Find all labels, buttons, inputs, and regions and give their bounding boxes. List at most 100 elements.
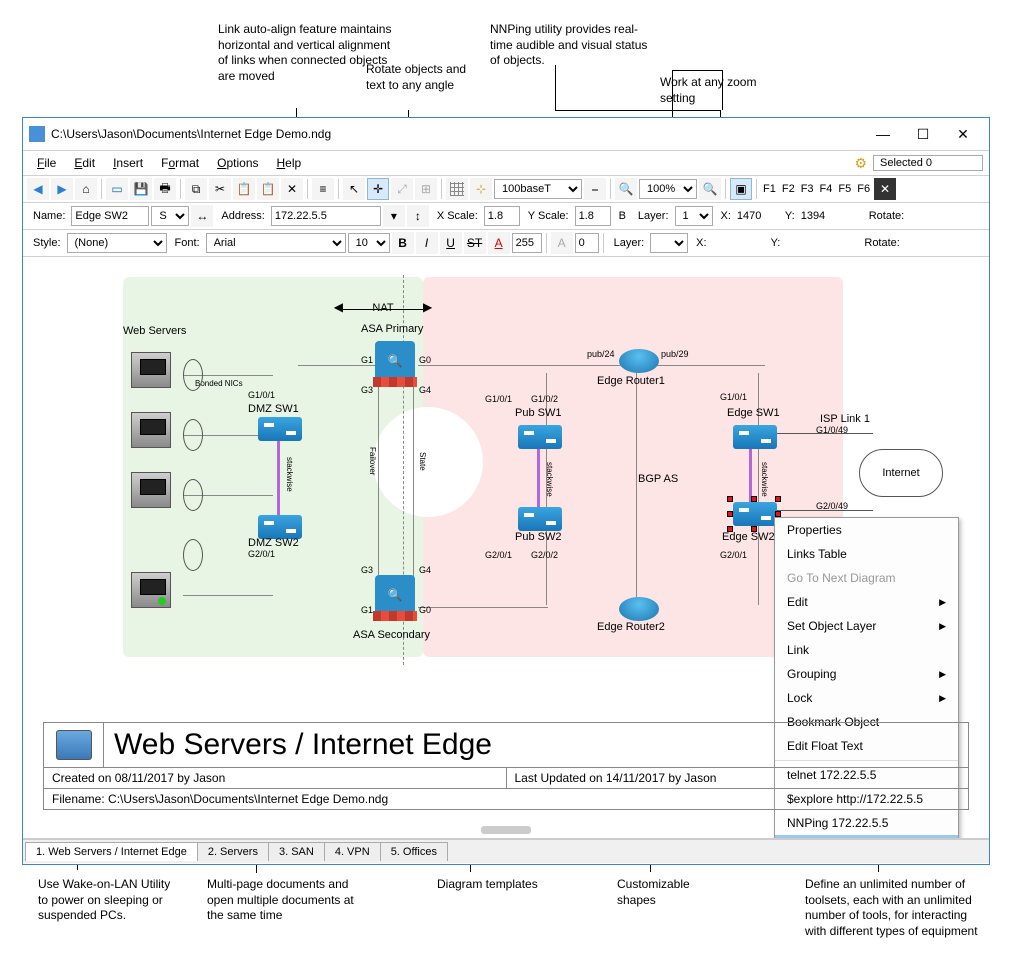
zoom-in-button[interactable]: 🔍 [699,178,721,200]
fkey-f3[interactable]: F3 [799,183,816,195]
autoalign-button[interactable]: ⤢ [391,178,413,200]
snap-grid-button[interactable]: ⊹ [470,178,492,200]
opacity-input[interactable] [512,233,542,253]
forward-button[interactable]: ▶ [51,178,73,200]
zoom-out-button[interactable]: 🔍 [615,178,637,200]
name-arrow-button[interactable]: ↔ [191,205,213,227]
fkey-f2[interactable]: F2 [780,183,797,195]
paste-button[interactable]: 📋 [233,178,255,200]
tab-4[interactable]: 4. VPN [324,842,381,861]
server-4[interactable] [131,572,171,608]
menu-file[interactable]: File [29,153,64,173]
cm-set-layer[interactable]: Set Object Layer▶ [775,614,958,638]
zoom-select[interactable]: 100% [639,179,697,199]
server-3[interactable] [131,472,171,508]
port-asa1-g3: G3 [361,385,373,395]
paste-special-button[interactable]: 📋 [257,178,279,200]
grid-button[interactable] [446,178,468,200]
minimize-button[interactable]: — [863,122,903,146]
cm-link[interactable]: Link [775,638,958,662]
cm-properties[interactable]: Properties [775,518,958,542]
close-button[interactable]: ✕ [943,122,983,146]
address-input[interactable] [271,206,381,226]
address-label: Address: [215,210,268,222]
server-1[interactable] [131,352,171,388]
save-button[interactable]: 💾 [130,178,152,200]
yscale-input[interactable] [575,206,611,226]
server-2[interactable] [131,412,171,448]
pointer-button[interactable]: ↖ [343,178,365,200]
bold-button[interactable]: B [392,232,414,254]
bgcolor-button[interactable]: A [551,232,573,254]
menu-options[interactable]: Options [209,153,266,173]
fkey-f4[interactable]: F4 [818,183,835,195]
cm-lock[interactable]: Lock▶ [775,686,958,710]
fkey-close-button[interactable]: ✕ [874,178,896,200]
edge-router-1[interactable] [619,349,659,373]
cm-links-table[interactable]: Links Table [775,542,958,566]
bg-opacity-input[interactable] [575,233,599,253]
dmz-sw2[interactable] [258,515,302,539]
size-select[interactable]: S [151,206,189,226]
pub-sw1[interactable] [518,425,562,449]
pub-sw2[interactable] [518,507,562,531]
tab-2[interactable]: 2. Servers [197,842,269,861]
fontsize-select[interactable]: 10 [348,233,390,253]
edge-router-2[interactable] [619,597,659,621]
menu-help[interactable]: Help [269,153,310,173]
fontcolor-button[interactable]: A [488,232,510,254]
print-button[interactable]: 🖶 [154,178,176,200]
edge-sw1[interactable] [733,425,777,449]
open-button[interactable]: ▭ [106,178,128,200]
delete-button[interactable]: ✕ [281,178,303,200]
label-isp: ISP Link 1 [820,413,870,425]
cm-grouping[interactable]: Grouping▶ [775,662,958,686]
fkey-f5[interactable]: F5 [836,183,853,195]
dmz-sw1[interactable] [258,417,302,441]
cm-nnping[interactable]: NNPing 172.22.5.5 [775,811,958,835]
tab-1[interactable]: 1. Web Servers / Internet Edge [25,842,198,861]
link-style-button[interactable]: ⎯ [584,178,606,200]
link-type-select[interactable]: 100baseT [494,179,582,199]
cut-button[interactable]: ✂ [209,178,231,200]
underline-button[interactable]: U [440,232,462,254]
asa-primary[interactable]: 🔍 [375,341,415,381]
menu-format[interactable]: Format [153,153,207,173]
style-select[interactable]: (None) [67,233,167,253]
menu-insert[interactable]: Insert [105,153,151,173]
italic-button[interactable]: I [416,232,438,254]
layer-select[interactable]: 1 [675,206,713,226]
back-button[interactable]: ◀ [27,178,49,200]
align-button[interactable]: ⊞ [415,178,437,200]
edge-sw2[interactable] [733,502,777,526]
x2-label: X: [690,237,710,249]
internet-cloud[interactable]: Internet [859,449,943,497]
fkey-f6[interactable]: F6 [855,183,872,195]
maximize-button[interactable]: ☐ [903,122,943,146]
tab-5[interactable]: 5. Offices [380,842,448,861]
nat-arrow: ◀▶ NAT [343,295,423,314]
layer2-select[interactable] [650,233,688,253]
view-mode-button[interactable]: ▣ [730,178,752,200]
addr-btn-1[interactable]: ▾ [383,205,405,227]
cm-ssh[interactable]: SSH 172.22.5.5 [775,835,958,839]
scroll-thumb[interactable] [481,826,531,834]
addr-btn-2[interactable]: ↕ [407,205,429,227]
snap-button[interactable]: ✛ [367,178,389,200]
equalize-button[interactable]: ≡ [312,178,334,200]
asa-secondary[interactable]: 🔍 [375,575,415,615]
diagram-canvas[interactable]: Web Servers Bonded NICs DMZ SW1 G1/0/1 D… [23,257,989,839]
cm-edit[interactable]: Edit▶ [775,590,958,614]
tab-3[interactable]: 3. SAN [268,842,325,861]
label-er1: Edge Router1 [597,375,665,387]
xscale-input[interactable] [484,206,520,226]
copy-button[interactable]: ⧉ [185,178,207,200]
menu-edit[interactable]: Edit [66,153,103,173]
home-button[interactable]: ⌂ [75,178,97,200]
fkey-f1[interactable]: F1 [761,183,778,195]
font-select[interactable]: Arial [206,233,346,253]
label-failover: Failover [368,447,377,475]
strike-button[interactable]: ST [464,232,486,254]
gear-icon[interactable]: ⚙ [854,155,867,172]
name-input[interactable] [71,206,149,226]
